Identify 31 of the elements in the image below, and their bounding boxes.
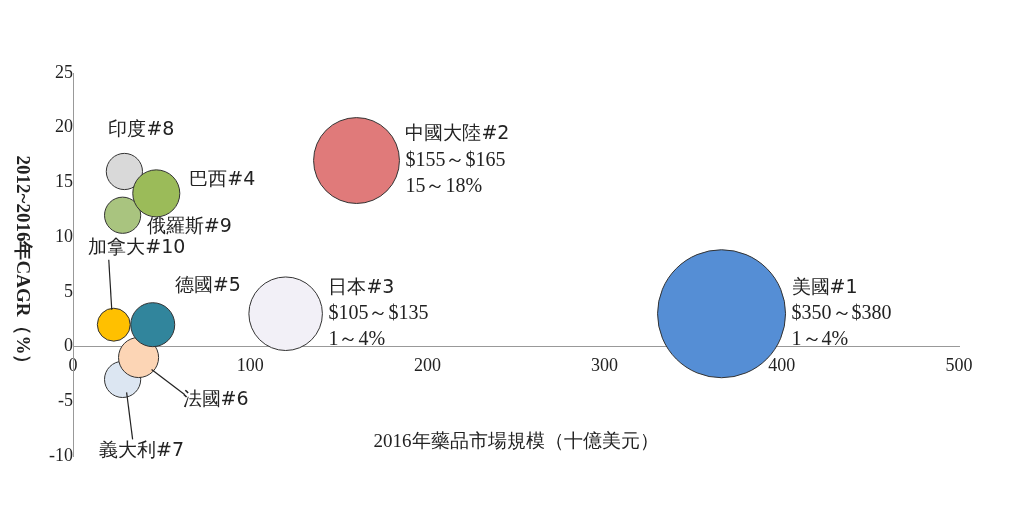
annotation: $155～$165 bbox=[405, 147, 506, 170]
series-label: 美國#1 bbox=[791, 274, 858, 297]
annotation: 15～18% bbox=[405, 173, 483, 196]
text: 加拿大#10 bbox=[88, 234, 186, 257]
x-tick-label: 400 bbox=[768, 355, 796, 376]
x-tick-label: 300 bbox=[591, 355, 619, 376]
x-tick-label: 200 bbox=[413, 355, 441, 376]
y-tick-label: 15 bbox=[55, 171, 73, 192]
x-axis-title: 2016年藥品市場規模（十億美元） bbox=[373, 430, 659, 452]
annotation: $350～$380 bbox=[791, 300, 892, 323]
y-tick-label: -5 bbox=[58, 390, 73, 411]
y-tick-label: 5 bbox=[64, 280, 73, 301]
series-label: 中國大陸#2 bbox=[405, 121, 510, 144]
series-label: 法國#6 bbox=[182, 387, 249, 410]
annotation: $105～$135 bbox=[328, 300, 429, 323]
y-tick-label: 25 bbox=[55, 61, 73, 82]
x-tick-label: 100 bbox=[236, 355, 264, 376]
x-tick-label: 500 bbox=[945, 355, 973, 376]
text: 義大利#7 bbox=[99, 438, 185, 461]
series-label: 巴西#4 bbox=[189, 167, 256, 190]
series-label: 印度#8 bbox=[108, 117, 175, 140]
y-tick-label: 10 bbox=[55, 225, 73, 246]
y-tick-label: -10 bbox=[49, 444, 73, 465]
annotation: 1～4% bbox=[328, 326, 386, 349]
annotation: 1～4% bbox=[791, 326, 849, 349]
y-tick-label: 0 bbox=[64, 335, 73, 356]
series-label: 俄羅斯#9 bbox=[146, 214, 232, 237]
y-axis-title: 2012~2016年CAGR（%） bbox=[12, 155, 34, 374]
series-label: 日本#3 bbox=[328, 274, 395, 297]
y-tick-label: 20 bbox=[55, 116, 73, 137]
series-label: 德國#5 bbox=[174, 272, 241, 295]
